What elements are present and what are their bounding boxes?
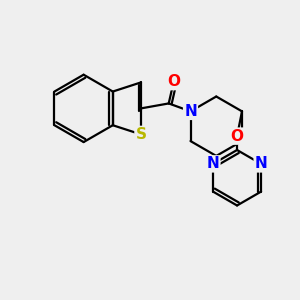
Text: S: S <box>136 127 146 142</box>
Text: O: O <box>230 129 244 144</box>
Text: N: N <box>207 156 219 171</box>
Text: O: O <box>167 74 180 89</box>
Text: N: N <box>184 104 197 119</box>
Text: N: N <box>255 156 267 171</box>
